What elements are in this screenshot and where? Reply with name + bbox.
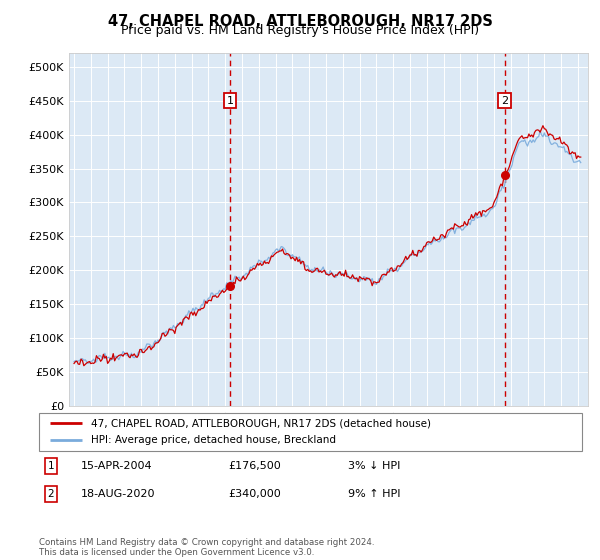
Text: 18-AUG-2020: 18-AUG-2020: [81, 489, 155, 499]
Text: £340,000: £340,000: [228, 489, 281, 499]
Text: Contains HM Land Registry data © Crown copyright and database right 2024.
This d: Contains HM Land Registry data © Crown c…: [39, 538, 374, 557]
FancyBboxPatch shape: [39, 413, 582, 451]
Text: Price paid vs. HM Land Registry's House Price Index (HPI): Price paid vs. HM Land Registry's House …: [121, 24, 479, 37]
Text: 3% ↓ HPI: 3% ↓ HPI: [348, 461, 400, 471]
Text: 47, CHAPEL ROAD, ATTLEBOROUGH, NR17 2DS: 47, CHAPEL ROAD, ATTLEBOROUGH, NR17 2DS: [107, 14, 493, 29]
Text: 1: 1: [47, 461, 55, 471]
Text: 15-APR-2004: 15-APR-2004: [81, 461, 152, 471]
Text: 2: 2: [501, 96, 508, 106]
Text: 1: 1: [227, 96, 233, 106]
Text: HPI: Average price, detached house, Breckland: HPI: Average price, detached house, Brec…: [91, 435, 335, 445]
Text: £176,500: £176,500: [228, 461, 281, 471]
Text: 9% ↑ HPI: 9% ↑ HPI: [348, 489, 401, 499]
Text: 47, CHAPEL ROAD, ATTLEBOROUGH, NR17 2DS (detached house): 47, CHAPEL ROAD, ATTLEBOROUGH, NR17 2DS …: [91, 418, 431, 428]
Text: 2: 2: [47, 489, 55, 499]
